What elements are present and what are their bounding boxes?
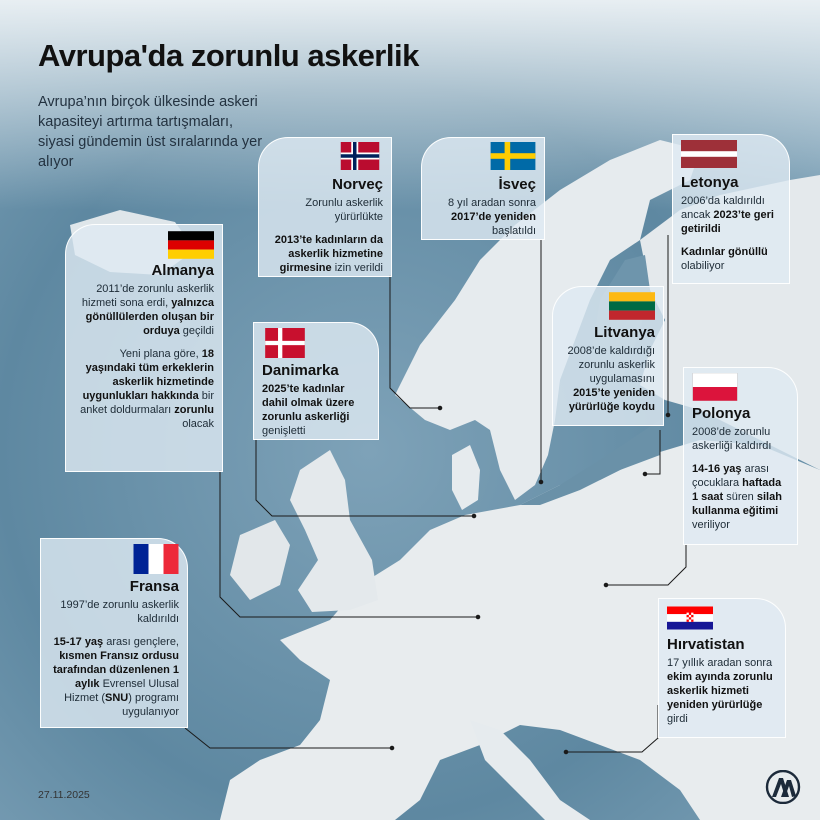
germany-text-1: 2011’de zorunlu askerlik hizmeti sona er… bbox=[81, 283, 214, 337]
norway-flag-icon bbox=[340, 142, 380, 170]
country-name-norway: Norveç bbox=[332, 176, 383, 193]
card-latvia: Letonya 2006’da kaldırıldı ancak 2023’te… bbox=[672, 134, 790, 284]
card-germany: Almanya 2011’de zorunlu askerlik hizmeti… bbox=[65, 224, 223, 472]
denmark-flag-icon bbox=[265, 328, 305, 358]
poland-text-2: 14-16 yaş arası çocuklara haftada 1 saat… bbox=[692, 463, 782, 531]
country-name-sweden: İsveç bbox=[498, 176, 536, 193]
lithuania-text-1: 2008’de kaldırdığı zorunlu askerlik uygu… bbox=[567, 345, 655, 413]
card-poland: Polonya 2008’de zorunlu askerliği kaldır… bbox=[683, 367, 798, 545]
sea-baltic bbox=[520, 420, 660, 505]
poland-text-1: 2008’de zorunlu askerliği kaldırdı bbox=[692, 426, 772, 452]
card-norway: Norveç Zorunlu askerlik yürürlükte 2013’… bbox=[258, 137, 392, 277]
country-name-france: Fransa bbox=[129, 578, 179, 595]
denmark-text-1: 2025’te kadınlar dahil olmak üzere zorun… bbox=[262, 383, 355, 437]
france-text-2: 15-17 yaş arası gençlere, kısmen Fransız… bbox=[53, 636, 179, 718]
land-italy bbox=[470, 720, 590, 820]
date-label: 27.11.2025 bbox=[38, 789, 90, 801]
page-title: Avrupa'da zorunlu askerlik bbox=[38, 38, 419, 73]
croatia-flag-icon bbox=[667, 606, 713, 630]
country-name-latvia: Letonya bbox=[681, 174, 739, 191]
card-croatia: Hırvatistan 17 yıllık aradan sonra ekim … bbox=[658, 598, 786, 738]
germany-text-2: Yeni plana göre, 18 yaşındaki tüm erkekl… bbox=[80, 348, 214, 430]
country-name-germany: Almanya bbox=[151, 262, 214, 279]
card-lithuania: Litvanya 2008’de kaldırdığı zorunlu aske… bbox=[552, 286, 664, 426]
card-france: Fransa 1997’de zorunlu askerlik kaldırıl… bbox=[40, 538, 188, 728]
aa-agency-logo bbox=[765, 770, 801, 804]
poland-flag-icon bbox=[692, 373, 738, 401]
country-name-poland: Polonya bbox=[692, 405, 751, 422]
sweden-flag-icon bbox=[490, 142, 536, 170]
lithuania-flag-icon bbox=[609, 292, 655, 320]
card-sweden: İsveç 8 yıl aradan sonra 2017’de yeniden… bbox=[421, 137, 545, 240]
land-scandinavia bbox=[395, 140, 700, 500]
france-text-1: 1997’de zorunlu askerlik kaldırıldı bbox=[60, 599, 179, 625]
country-name-lithuania: Litvanya bbox=[594, 324, 655, 341]
norway-text-1: Zorunlu askerlik yürürlükte bbox=[305, 197, 383, 223]
croatia-text-1: 17 yıllık aradan sonra ekim ayında zorun… bbox=[667, 657, 773, 725]
country-name-denmark: Danimarka bbox=[262, 362, 339, 379]
card-denmark: Danimarka 2025’te kadınlar dahil olmak ü… bbox=[253, 322, 379, 440]
germany-flag-icon bbox=[168, 231, 214, 259]
latvia-text-1: 2006’da kaldırıldı ancak 2023’te geri ge… bbox=[681, 195, 774, 235]
page-subtitle: Avrupa’nın birçok ülkesinde askeri kapas… bbox=[38, 94, 263, 170]
france-flag-icon bbox=[133, 544, 179, 574]
country-name-croatia: Hırvatistan bbox=[667, 636, 745, 653]
sweden-text-1: 8 yıl aradan sonra 2017’de yeniden başla… bbox=[447, 197, 536, 237]
latvia-text-2: Kadınlar gönüllü olabiliyor bbox=[681, 246, 768, 272]
norway-text-2: 2013’te kadınların da askerlik hizmetine… bbox=[274, 234, 383, 274]
latvia-flag-icon bbox=[681, 140, 737, 168]
